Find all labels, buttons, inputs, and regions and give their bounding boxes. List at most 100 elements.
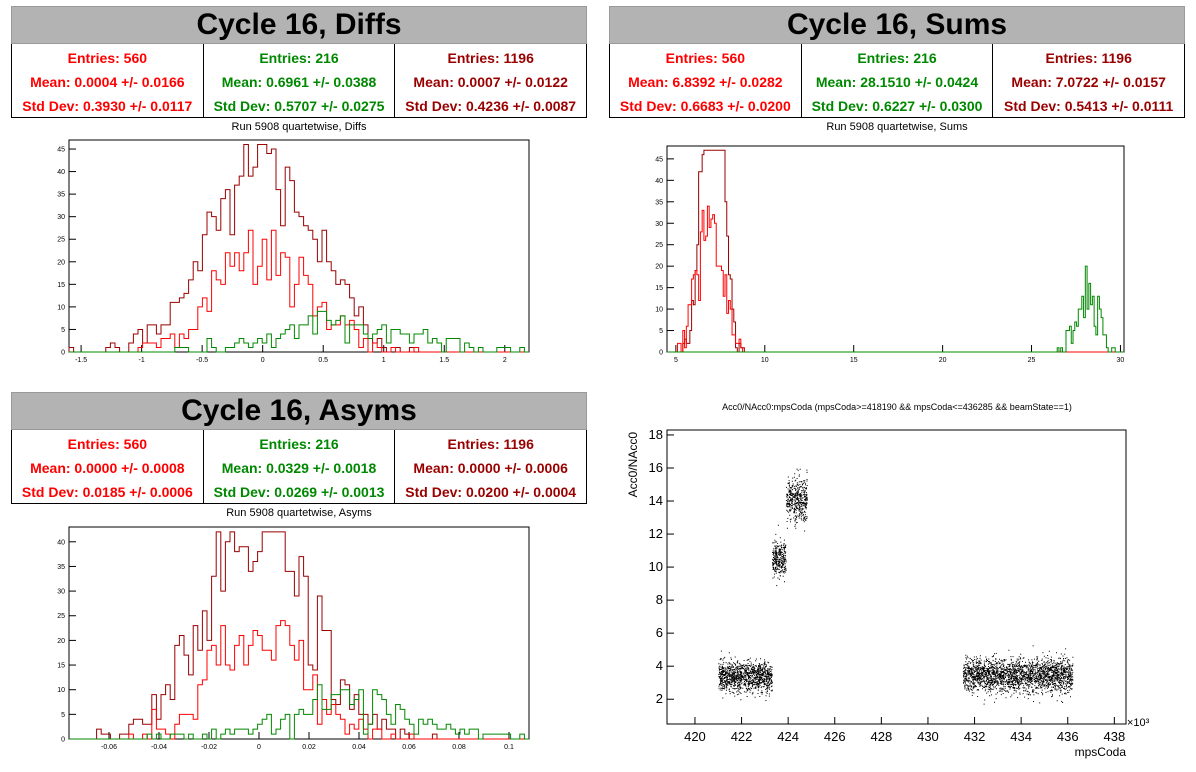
x-tick-label: 424	[777, 729, 799, 744]
stat-entries: Entries: 1196	[447, 436, 534, 452]
y-tick-label: 15	[57, 282, 65, 289]
diffs-title: Cycle 16, Diffs	[11, 6, 587, 44]
histogram-series	[667, 265, 1124, 353]
sums-stats-box: Entries: 560 Mean: 6.8392 +/- 0.0282 Std…	[609, 44, 1185, 118]
y-tick-label: 18	[649, 427, 663, 442]
x-tick-label: 436	[1057, 729, 1079, 744]
histogram-series	[68, 144, 529, 353]
stat-std: Std Dev: 0.0269 +/- 0.0013	[213, 484, 385, 500]
stat-mean: Mean: 0.0329 +/- 0.0018	[221, 460, 377, 476]
y-tick-label: 10	[655, 307, 663, 314]
y-tick-label: 15	[57, 663, 65, 670]
sums-histogram: 5 10 15 20 25 30 0 5 10 15 20 25 30 35 40 45	[655, 145, 1125, 364]
histogram-series	[69, 531, 529, 740]
y-tick-label: 14	[649, 493, 663, 508]
x-tick-label: -0.5	[196, 357, 208, 364]
stat-entries: Entries: 560	[67, 436, 148, 452]
y-tick-label: 20	[655, 264, 663, 271]
stats-column-green: Entries: 216 Mean: 0.6961 +/- 0.0388 Std…	[204, 44, 396, 117]
stat-std: Std Dev: 0.5413 +/- 0.0111	[1004, 98, 1174, 114]
x-tick-label: 30	[1117, 357, 1125, 364]
stats-column-darkred: Entries: 1196 Mean: 0.0007 +/- 0.0122 St…	[395, 44, 586, 117]
x-tick-label: 0	[261, 357, 265, 364]
y-tick-label: 45	[57, 147, 65, 154]
scatter-title: Acc0/NAcc0:mpsCoda (mpsCoda>=418190 && m…	[722, 402, 1072, 412]
y-tick-label: 10	[57, 304, 65, 311]
x-tick-label: 20	[939, 357, 947, 364]
x-tick-label: 434	[1010, 729, 1032, 744]
y-tick-label: 40	[655, 178, 663, 185]
y-tick-label: 20	[57, 259, 65, 266]
y-tick-label: 30	[57, 589, 65, 596]
x-tick-label: 426	[824, 729, 846, 744]
x-tick-label: 422	[731, 729, 753, 744]
stat-entries: Entries: 560	[67, 50, 148, 66]
y-tick-label: 25	[57, 613, 65, 620]
stat-entries: Entries: 216	[857, 50, 937, 66]
histogram-series	[69, 310, 529, 353]
y-tick-label: 15	[655, 285, 663, 292]
y-tick-label: 45	[655, 156, 663, 163]
diffs-subtitle: Run 5908 quartetwise, Diffs	[231, 121, 367, 133]
x-tick-label: 15	[850, 357, 858, 364]
x-axis-multiplier: ×10³	[1127, 717, 1150, 729]
x-tick-label: 428	[871, 729, 893, 744]
plot-frame	[666, 429, 1127, 725]
stat-std: Std Dev: 0.4236 +/- 0.0087	[405, 98, 577, 114]
y-tick-label: 25	[655, 242, 663, 249]
x-tick-label: 0	[257, 744, 261, 751]
stats-column-red: Entries: 560 Mean: 0.0000 +/- 0.0008 Std…	[12, 430, 204, 503]
y-tick-label: 40	[57, 169, 65, 176]
stats-column-green: Entries: 216 Mean: 28.1510 +/- 0.0424 St…	[802, 44, 994, 117]
x-tick-label: 0.5	[318, 357, 328, 364]
stat-mean: Mean: 0.0004 +/- 0.0166	[30, 74, 185, 90]
y-tick-label: 35	[57, 564, 65, 571]
y-tick-label: 5	[659, 328, 663, 335]
histogram-series	[69, 620, 529, 740]
y-axis-label: Acc0/NAcc0	[626, 432, 640, 498]
diffs-stats-box: Entries: 560 Mean: 0.0004 +/- 0.0166 Std…	[11, 44, 587, 118]
x-tick-label: 0.1	[504, 744, 514, 751]
stats-column-red: Entries: 560 Mean: 0.0004 +/- 0.0166 Std…	[12, 44, 204, 117]
stat-mean: Mean: 28.1510 +/- 0.0424	[815, 74, 979, 90]
plot-frame	[68, 526, 530, 740]
y-tick-label: 0	[659, 350, 663, 357]
y-tick-label: 4	[656, 658, 663, 673]
x-tick-label: -0.02	[201, 744, 217, 751]
y-tick-label: 20	[57, 638, 65, 645]
x-tick-label: 430	[917, 729, 939, 744]
y-tick-label: 5	[61, 712, 65, 719]
stat-std: Std Dev: 0.0185 +/- 0.0006	[21, 484, 193, 500]
histogram-series	[69, 684, 529, 740]
x-tick-label: -1	[139, 357, 145, 364]
x-tick-label: 0.06	[402, 744, 416, 751]
asyms-histogram: -0.06 -0.04 -0.02 0 0.02 0.04 0.06 0.08 0.1 0 5 10 1…	[57, 526, 530, 751]
sums-subtitle: Run 5908 quartetwise, Sums	[826, 121, 968, 133]
x-tick-label: -0.06	[101, 744, 117, 751]
y-tick-label: 6	[656, 625, 663, 640]
y-tick-label: 30	[655, 221, 663, 228]
stat-mean: Mean: 7.0722 +/- 0.0157	[1011, 74, 1166, 90]
x-tick-label: 432	[964, 729, 986, 744]
stat-mean: Mean: 0.0000 +/- 0.0008	[30, 460, 185, 476]
x-tick-label: 0.08	[452, 744, 466, 751]
stats-column-darkred: Entries: 1196 Mean: 7.0722 +/- 0.0157 St…	[993, 44, 1184, 117]
stat-std: Std Dev: 0.6683 +/- 0.0200	[619, 98, 791, 114]
y-tick-label: 25	[57, 237, 65, 244]
asyms-stats-box: Entries: 560 Mean: 0.0000 +/- 0.0008 Std…	[11, 430, 587, 504]
x-tick-label: 10	[761, 357, 769, 364]
y-tick-label: 35	[57, 192, 65, 199]
histogram-series	[69, 229, 529, 353]
y-tick-label: 40	[57, 539, 65, 546]
x-tick-label: 0.02	[302, 744, 316, 751]
stat-entries: Entries: 1196	[447, 50, 534, 66]
x-tick-label: 5	[674, 357, 678, 364]
x-tick-label: 1	[382, 357, 386, 364]
stat-entries: Entries: 216	[259, 436, 339, 452]
y-tick-label: 12	[649, 526, 663, 541]
y-tick-label: 35	[655, 199, 663, 206]
scatter-plot: 420 422 424 426 428 430 432 434 436 438 2 4 6 8 10 12 14…	[626, 427, 1150, 759]
x-tick-label: 1.5	[439, 357, 449, 364]
stats-column-red: Entries: 560 Mean: 6.8392 +/- 0.0282 Std…	[610, 44, 802, 117]
